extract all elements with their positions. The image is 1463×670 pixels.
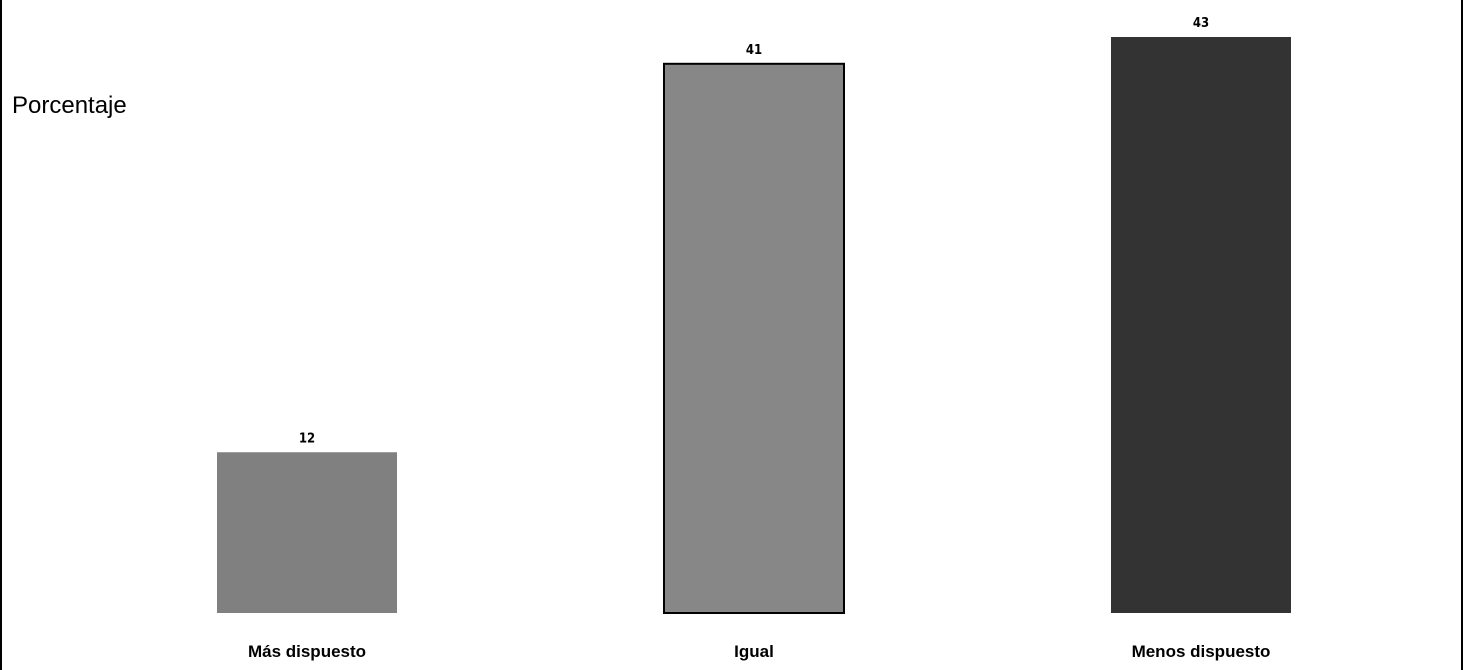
value-label-2: 43 [1193, 16, 1209, 31]
value-label-1: 41 [746, 43, 762, 58]
y-axis-label: Porcentaje [12, 92, 127, 119]
category-label-0: Más dispuesto [248, 642, 366, 661]
category-label-2: Menos dispuesto [1132, 642, 1271, 661]
category-label-1: Igual [734, 642, 774, 661]
value-label-0: 12 [299, 431, 315, 446]
bar-1 [663, 62, 845, 614]
bar-2 [1111, 37, 1291, 613]
bar-0 [217, 452, 397, 613]
bars-layer: 12 Más dispuesto 41 Igual 43 Menos dispuesto [217, 16, 1291, 661]
